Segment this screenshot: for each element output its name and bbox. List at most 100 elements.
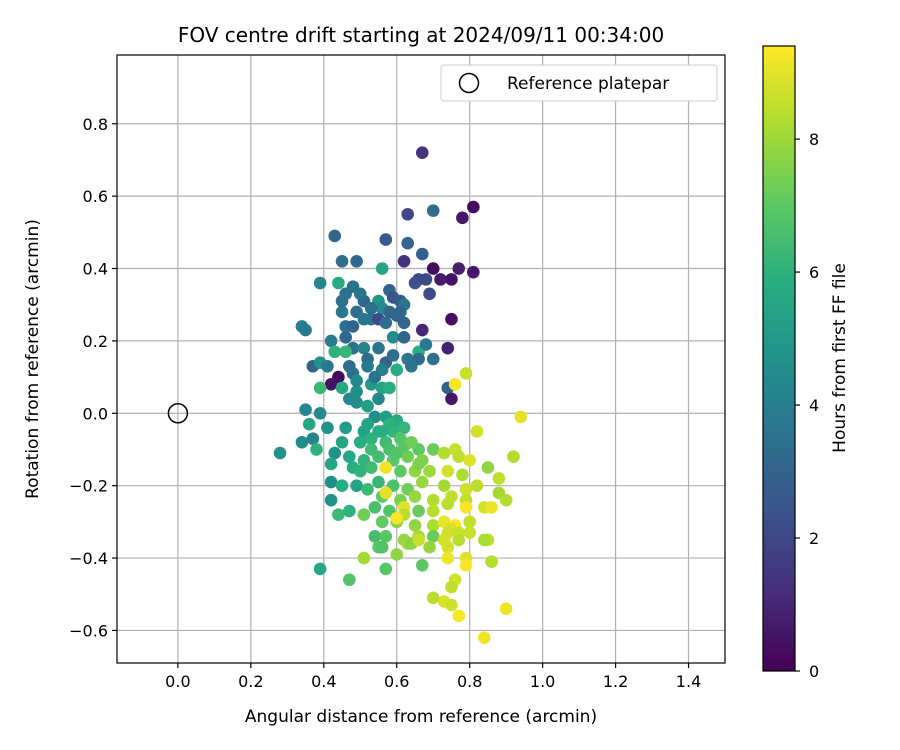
- data-point: [441, 540, 455, 554]
- data-point: [463, 515, 476, 529]
- data-point: [375, 262, 389, 275]
- colorbar-gradient: [762, 45, 796, 672]
- data-point: [426, 591, 440, 605]
- y-axis-ticks: −0.6 −0.4 −0.2 0.0 0.2 0.4 0.6 0.8: [69, 115, 117, 640]
- data-point: [448, 378, 462, 391]
- data-point: [386, 349, 400, 362]
- data-point: [357, 551, 371, 565]
- data-point: [477, 631, 491, 644]
- legend-box: [440, 64, 718, 102]
- data-point: [426, 519, 440, 532]
- data-point: [423, 540, 436, 554]
- data-point: [386, 330, 400, 344]
- data-point: [335, 435, 349, 449]
- data-point: [445, 392, 458, 406]
- data-point: [405, 359, 418, 373]
- y-tick-label: 0.4: [83, 260, 108, 279]
- data-point: [361, 399, 374, 413]
- data-point: [343, 504, 356, 518]
- colorbar-tick-label: 8: [809, 130, 819, 149]
- y-tick-label: −0.6: [69, 621, 108, 640]
- data-point: [452, 533, 466, 547]
- data-point: [401, 450, 414, 464]
- data-point: [415, 146, 429, 160]
- colorbar-tick-label: 0: [809, 662, 819, 681]
- data-point: [335, 305, 349, 319]
- y-tick-label: −0.2: [69, 477, 108, 496]
- x-axis-label: Angular distance from reference (arcmin): [245, 707, 597, 727]
- data-point: [459, 482, 473, 496]
- data-point: [368, 501, 382, 514]
- data-point: [456, 468, 469, 482]
- data-point: [324, 334, 338, 348]
- data-point: [324, 493, 338, 507]
- data-point: [321, 359, 334, 373]
- data-point: [441, 497, 455, 511]
- data-point: [390, 363, 404, 377]
- data-point: [339, 345, 352, 359]
- data-point: [426, 262, 440, 275]
- data-point: [485, 501, 498, 514]
- data-point: [324, 378, 338, 391]
- data-point: [459, 558, 473, 572]
- data-point: [412, 457, 425, 471]
- data-point: [375, 515, 389, 529]
- data-point: [364, 302, 378, 315]
- data-point: [328, 229, 342, 243]
- data-point: [445, 580, 458, 594]
- data-point: [313, 562, 327, 576]
- y-tick-label: 0.8: [83, 115, 108, 134]
- data-point: [350, 479, 363, 492]
- data-point: [426, 352, 440, 366]
- data-point: [415, 323, 429, 337]
- data-point: [299, 323, 312, 337]
- data-point: [423, 464, 436, 478]
- data-point: [306, 432, 320, 445]
- legend: Reference platepar: [440, 64, 718, 102]
- data-point: [372, 341, 385, 355]
- data-point: [412, 533, 425, 547]
- data-point: [310, 443, 323, 456]
- x-tick-label: 0.2: [238, 672, 263, 691]
- data-point: [445, 273, 458, 286]
- colorbar-label: Hours from first FF file: [830, 263, 850, 453]
- data-point: [477, 533, 491, 547]
- data-point: [437, 446, 451, 460]
- data-point: [415, 475, 429, 489]
- scatter-points: [273, 146, 528, 644]
- data-point: [459, 367, 473, 380]
- data-point: [405, 435, 418, 449]
- data-point: [441, 341, 455, 355]
- data-point: [332, 508, 345, 521]
- data-point: [408, 276, 422, 290]
- data-point: [299, 403, 312, 416]
- data-point: [452, 262, 466, 275]
- data-point: [445, 598, 458, 612]
- data-point: [302, 417, 316, 431]
- data-point: [383, 417, 396, 431]
- data-point: [452, 609, 466, 623]
- chart-title: FOV centre drift starting at 2024/09/11 …: [178, 23, 664, 47]
- data-point: [419, 273, 433, 286]
- data-point: [379, 562, 393, 576]
- y-axis-label: Rotation from reference (arcmin): [23, 219, 43, 499]
- data-point: [456, 211, 469, 225]
- y-tick-label: 0.2: [83, 332, 108, 351]
- data-point: [339, 421, 352, 435]
- data-point: [368, 530, 382, 543]
- data-point: [397, 421, 411, 435]
- colorbar-ticks: 0 2 4 6 8: [795, 130, 819, 681]
- data-point: [441, 464, 455, 478]
- data-point: [415, 558, 429, 572]
- data-point: [335, 254, 349, 268]
- y-tick-label: 0.6: [83, 187, 108, 206]
- x-tick-label: 0.4: [311, 672, 336, 691]
- legend-label: Reference platepar: [507, 74, 669, 94]
- data-point: [426, 530, 440, 543]
- plot-frame: [116, 54, 726, 664]
- data-point: [321, 421, 334, 435]
- data-point: [470, 479, 484, 492]
- data-point: [408, 490, 422, 503]
- data-point: [390, 548, 404, 561]
